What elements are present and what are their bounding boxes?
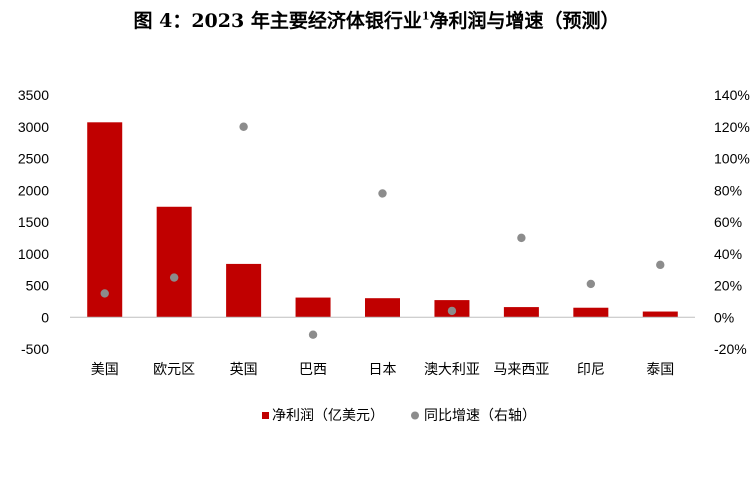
bar-日本 bbox=[365, 298, 400, 318]
growth-point-印尼 bbox=[586, 279, 596, 289]
bar-马来西亚 bbox=[503, 307, 539, 318]
bar-英国 bbox=[226, 263, 262, 318]
category-label: 英国 bbox=[230, 361, 258, 378]
chart-title-superscript: 1 bbox=[421, 9, 430, 23]
legend-bar-label: 净利润（亿美元） bbox=[272, 408, 384, 424]
bar-印尼 bbox=[573, 307, 609, 318]
bar-泰国 bbox=[642, 311, 678, 318]
bar-巴西 bbox=[295, 297, 331, 318]
category-label: 泰国 bbox=[646, 362, 674, 378]
growth-point-澳大利亚 bbox=[447, 306, 457, 316]
bar-欧元区 bbox=[156, 206, 192, 318]
left-axis-tick-label: -500 bbox=[21, 341, 49, 357]
chart-title-prefix: 图 4：2023 年主要经济体银行业 bbox=[133, 10, 422, 32]
category-label: 巴西 bbox=[299, 362, 327, 378]
growth-point-泰国 bbox=[656, 260, 665, 270]
left-axis-tick-label: 500 bbox=[26, 278, 50, 294]
category-label: 日本 bbox=[369, 362, 397, 378]
left-axis-tick-label: 3500 bbox=[18, 87, 49, 103]
legend-dot-swatch bbox=[411, 411, 419, 420]
left-axis-tick-label: 1000 bbox=[18, 246, 49, 262]
category-label: 马来西亚 bbox=[493, 362, 549, 378]
category-label: 澳大利亚 bbox=[424, 362, 480, 378]
right-axis-tick-label: 60% bbox=[714, 214, 742, 230]
chart-title: 图 4：2023 年主要经济体银行业1净利润与增速（预测） bbox=[0, 6, 753, 33]
left-axis-tick-label: 2500 bbox=[18, 151, 49, 167]
right-axis-tick-label: 120% bbox=[714, 119, 750, 135]
growth-point-马来西亚 bbox=[517, 233, 526, 243]
bar-美国 bbox=[87, 122, 123, 318]
left-axis-tick-label: 0 bbox=[41, 309, 49, 325]
growth-point-美国 bbox=[100, 289, 109, 298]
legend-bar-swatch bbox=[262, 412, 269, 419]
growth-point-英国 bbox=[239, 122, 248, 131]
left-axis-tick-label: 3000 bbox=[18, 119, 49, 135]
legend-dot-label: 同比增速（右轴） bbox=[424, 408, 536, 424]
right-axis-tick-label: 140% bbox=[714, 87, 750, 103]
left-axis-tick-label: 2000 bbox=[18, 182, 49, 198]
left-axis-tick-label: 1500 bbox=[18, 214, 49, 230]
growth-point-日本 bbox=[378, 189, 387, 198]
right-axis-tick-label: -20% bbox=[714, 341, 747, 357]
category-label: 欧元区 bbox=[153, 362, 195, 378]
right-axis-tick-label: 20% bbox=[714, 278, 742, 294]
category-label: 美国 bbox=[91, 362, 119, 378]
right-axis-tick-label: 40% bbox=[714, 246, 742, 262]
chart-title-suffix: 净利润与增速（预测） bbox=[429, 10, 620, 32]
right-axis-tick-label: 100% bbox=[714, 151, 750, 167]
right-axis-tick-label: 80% bbox=[714, 182, 742, 198]
category-label: 印尼 bbox=[577, 362, 605, 378]
growth-point-巴西 bbox=[308, 330, 318, 339]
growth-point-欧元区 bbox=[169, 273, 179, 282]
right-axis-tick-label: 0% bbox=[714, 309, 734, 325]
